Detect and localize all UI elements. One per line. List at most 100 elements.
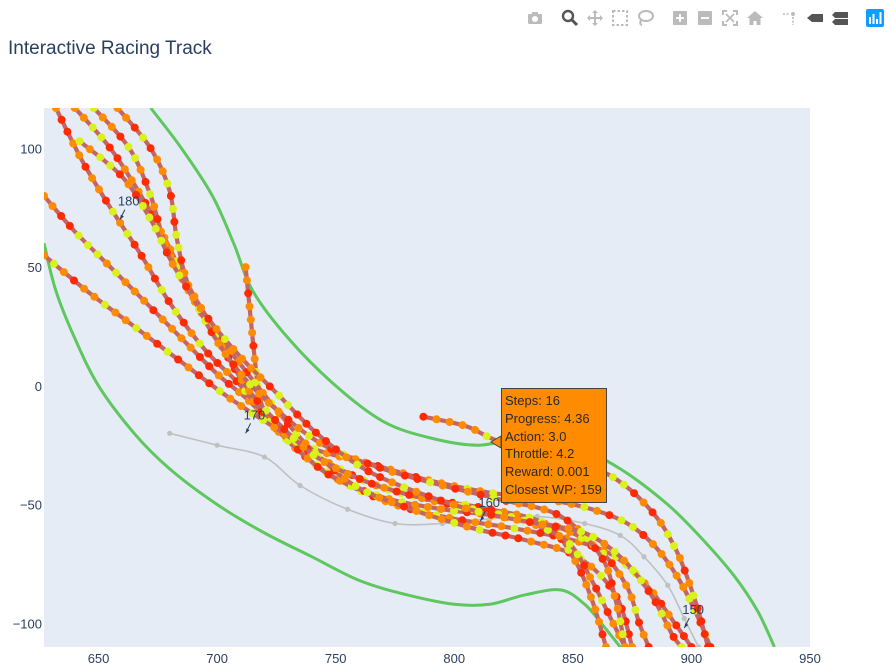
trajectory-point[interactable] [153,215,162,224]
trajectory-point[interactable] [451,484,460,493]
trajectory-point[interactable] [497,522,506,531]
trajectory-point[interactable] [593,506,601,515]
trajectory-point[interactable] [527,537,536,546]
trajectory-point[interactable] [616,617,625,626]
trajectory-point[interactable] [229,360,238,369]
trajectory-point[interactable] [449,500,458,509]
trajectory-point[interactable] [621,643,629,651]
trajectory-point[interactable] [293,410,302,419]
trajectory-point[interactable] [246,315,255,324]
trajectory-point[interactable] [605,511,614,520]
trajectory-point[interactable] [656,518,665,527]
trajectory-point[interactable] [74,231,83,240]
trajectory-point[interactable] [247,364,256,373]
trajectory-point[interactable] [628,523,637,531]
trajectory-point[interactable] [405,490,414,499]
trajectory-point[interactable] [604,566,613,575]
trajectory-point[interactable] [618,630,627,639]
trajectory-point[interactable] [677,643,686,651]
trajectory-point[interactable] [687,643,696,651]
trajectory-point[interactable] [670,542,679,550]
trajectory-point[interactable] [150,202,159,211]
trajectory-point[interactable] [580,503,589,512]
trajectory-point[interactable] [552,510,561,518]
trajectory-point[interactable] [220,335,229,344]
trajectory-point[interactable] [622,581,631,590]
trajectory-point[interactable] [320,458,329,466]
trajectory-point[interactable] [693,604,702,613]
trajectory-point[interactable] [596,571,605,580]
trajectory-point[interactable] [501,531,510,540]
reset-axes-button[interactable] [743,7,767,29]
trajectory-point[interactable] [577,527,586,536]
trajectory-point[interactable] [115,170,124,179]
trajectory-point[interactable] [85,145,94,154]
trajectory-point[interactable] [205,379,214,388]
trajectory-point[interactable] [527,502,536,511]
trajectory-point[interactable] [672,621,681,630]
trajectory-point[interactable] [598,596,606,605]
trajectory-point[interactable] [540,505,549,514]
trajectory-point[interactable] [299,442,308,451]
trajectory-point[interactable] [582,580,591,589]
trajectory-point[interactable] [637,576,645,585]
trajectory-point[interactable] [121,316,130,325]
trajectory-point[interactable] [331,464,340,473]
trajectory-point[interactable] [259,416,268,425]
trajectory-point[interactable] [689,591,698,600]
trajectory-point[interactable] [424,492,433,501]
trajectory-point[interactable] [205,362,214,371]
trajectory-point[interactable] [488,528,497,537]
trajectory-point[interactable] [253,396,262,405]
trajectory-point[interactable] [363,488,372,497]
trajectory-point[interactable] [123,229,132,238]
trajectory-point[interactable] [587,562,596,571]
trajectory-point[interactable] [120,165,129,174]
trajectory-point[interactable] [248,328,257,337]
trajectory-point[interactable] [149,306,158,315]
trajectory-point[interactable] [353,460,362,469]
trajectory-point[interactable] [613,604,622,613]
trajectory-point[interactable] [101,196,110,205]
trajectory-point[interactable] [552,544,561,552]
trajectory-point[interactable] [93,250,102,259]
trajectory-point[interactable] [256,373,265,382]
trajectory-point[interactable] [195,353,204,361]
trajectory-point[interactable] [607,579,616,588]
trajectory-point[interactable] [81,162,90,171]
trajectory-point[interactable] [245,302,254,311]
trajectory-point[interactable] [471,425,479,434]
trajectory-point[interactable] [238,354,247,363]
trajectory-point[interactable] [669,632,678,641]
trajectory-point[interactable] [580,561,589,570]
trajectory-point[interactable] [79,113,88,122]
trajectory-point[interactable] [153,155,162,164]
trajectory-point[interactable] [663,530,672,539]
trajectory-point[interactable] [309,450,318,459]
trajectory-point[interactable] [113,104,122,112]
trajectory-point[interactable] [657,609,666,618]
trajectory-point[interactable] [388,467,397,476]
trajectory-point[interactable] [270,423,279,432]
trajectory-point[interactable] [162,248,171,257]
trajectory-point[interactable] [571,557,580,565]
trajectory-point[interactable] [437,515,446,524]
trajectory-point[interactable] [98,113,107,122]
trajectory-point[interactable] [471,518,480,527]
trajectory-point[interactable] [57,212,66,220]
trajectory-point[interactable] [367,479,376,488]
trajectory-point[interactable] [204,314,213,323]
trajectory-point[interactable] [130,123,139,132]
trajectory-point[interactable] [182,282,191,291]
trajectory-point[interactable] [170,217,179,226]
trajectory-point[interactable] [639,498,648,507]
trajectory-point[interactable] [163,179,172,188]
trajectory-point[interactable] [237,370,246,379]
trajectory-point[interactable] [387,498,396,507]
trajectory-point[interactable] [610,591,619,600]
trajectory-point[interactable] [311,428,320,437]
trajectory-point[interactable] [482,432,491,441]
trajectory-point[interactable] [65,221,74,230]
trajectory-point[interactable] [475,525,484,534]
trajectory-point[interactable] [592,584,601,593]
